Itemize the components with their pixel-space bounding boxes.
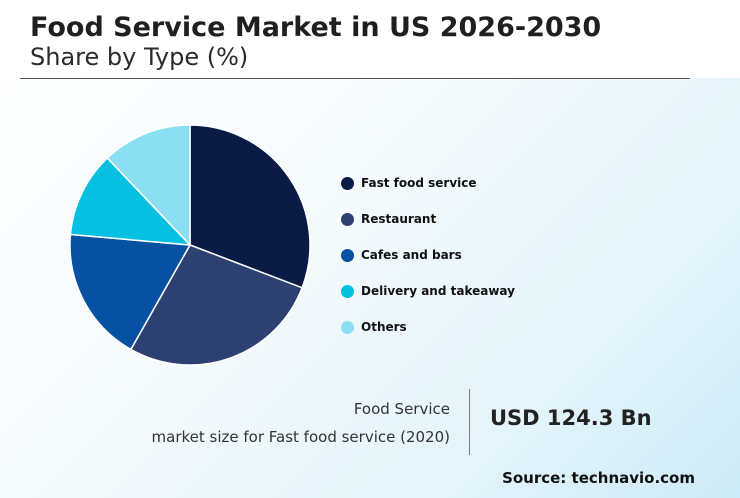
legend-label: Restaurant xyxy=(361,212,437,226)
legend-label: Cafes and bars xyxy=(361,248,462,262)
legend-item: Others xyxy=(341,318,407,336)
legend-item: Cafes and bars xyxy=(341,246,462,264)
pie-chart xyxy=(69,124,311,366)
legend-item: Delivery and takeaway xyxy=(341,282,515,300)
market-label: Food Service xyxy=(353,400,450,418)
legend-swatch xyxy=(341,176,354,190)
legend-item: Restaurant xyxy=(341,210,436,228)
header: Food Service Market in US 2026-2030 Shar… xyxy=(0,0,740,78)
chart-title: Food Service Market in US 2026-2030 xyxy=(30,12,602,43)
chart-subtitle: Share by Type (%) xyxy=(30,43,249,71)
legend-swatch xyxy=(341,284,354,298)
pie-slice-delivery-and-takeaway xyxy=(69,156,192,246)
legend-item: Fast food service xyxy=(341,174,477,192)
legend-label: Delivery and takeaway xyxy=(361,284,515,298)
legend-swatch xyxy=(341,320,354,334)
header-divider xyxy=(20,78,690,79)
market-size-value: USD 124.3 Bn xyxy=(490,406,652,430)
source-credit: Source: technavio.com xyxy=(502,469,695,487)
market-size-description: market size for Fast food service (2020) xyxy=(151,428,450,446)
pie-slice-others xyxy=(106,124,191,247)
legend-swatch xyxy=(341,212,354,226)
stat-divider xyxy=(469,389,470,455)
pie-slice-fast-food-service xyxy=(189,124,311,289)
legend-swatch xyxy=(341,248,354,262)
legend-label: Others xyxy=(361,320,407,334)
pie-slice-cafes-and-bars xyxy=(69,233,192,351)
legend-label: Fast food service xyxy=(361,176,477,190)
